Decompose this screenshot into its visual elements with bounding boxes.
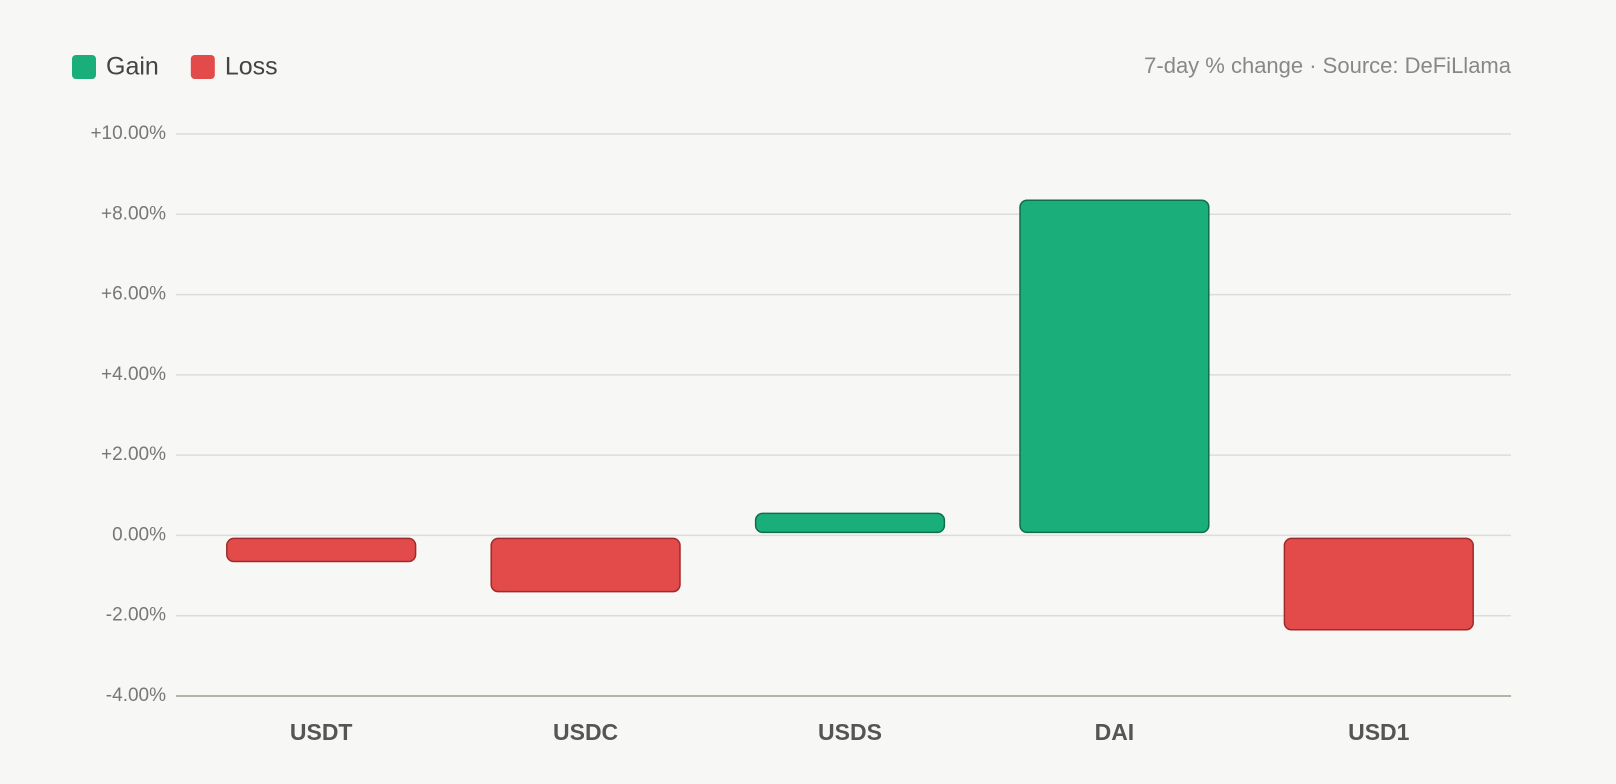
x-tick-label: DAI (1095, 719, 1135, 745)
legend-label: Gain (106, 53, 159, 81)
bar (226, 537, 417, 563)
y-tick-label: +2.00% (101, 444, 166, 465)
bar (1019, 199, 1210, 534)
x-tick-label: USDC (553, 719, 618, 745)
y-tick-label: +10.00% (90, 123, 166, 144)
legend-swatch (190, 55, 215, 79)
y-tick-label: 0.00% (112, 524, 166, 545)
annotation: 7-day % change · Source: DeFiLlama (1144, 53, 1512, 78)
x-tick-label: USDT (290, 719, 353, 745)
y-tick-label: -4.00% (106, 685, 166, 706)
y-tick-label: -2.00% (106, 605, 166, 626)
bar (1283, 537, 1474, 631)
y-tick-label: +4.00% (101, 364, 166, 385)
y-tick-label: +8.00% (101, 203, 166, 224)
y-tick-label: +6.00% (101, 284, 166, 305)
x-tick-label: USD1 (1348, 719, 1410, 745)
bar (754, 512, 946, 534)
bar (490, 537, 681, 593)
legend-swatch (72, 55, 96, 79)
x-tick-label: USDS (818, 719, 882, 745)
legend-label: Loss (225, 53, 278, 81)
